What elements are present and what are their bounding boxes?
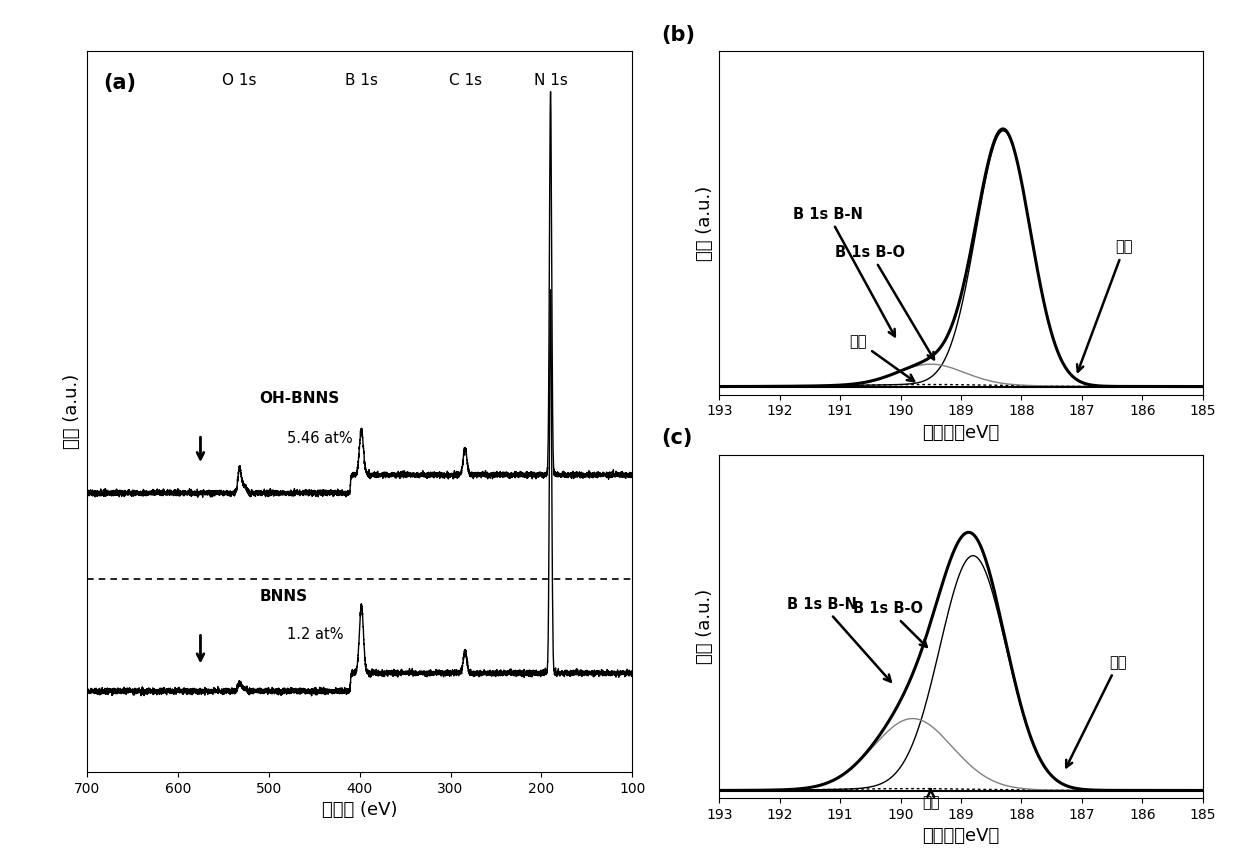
Text: (b): (b) xyxy=(661,25,696,45)
Text: BNNS: BNNS xyxy=(259,589,308,604)
Text: N 1s: N 1s xyxy=(533,73,568,88)
Text: 背景: 背景 xyxy=(923,789,940,810)
Y-axis label: 强度 (a.u.): 强度 (a.u.) xyxy=(696,185,714,261)
Text: B 1s B-N: B 1s B-N xyxy=(787,596,890,682)
Text: 背景: 背景 xyxy=(849,334,914,381)
Text: 拟合: 拟合 xyxy=(1078,239,1133,372)
X-axis label: 结合能（eV）: 结合能（eV） xyxy=(923,424,999,442)
Text: B 1s B-O: B 1s B-O xyxy=(836,245,934,360)
Text: C 1s: C 1s xyxy=(449,73,481,88)
X-axis label: 结合能 (eV): 结合能 (eV) xyxy=(322,801,397,819)
Text: B 1s B-O: B 1s B-O xyxy=(853,601,926,647)
Text: B 1s: B 1s xyxy=(345,73,378,88)
X-axis label: 结合能（eV）: 结合能（eV） xyxy=(923,827,999,845)
Text: B 1s B-N: B 1s B-N xyxy=(794,207,895,336)
Text: 拟合: 拟合 xyxy=(1066,655,1127,767)
Text: OH-BNNS: OH-BNNS xyxy=(259,391,340,406)
Text: 5.46 at%: 5.46 at% xyxy=(286,432,352,446)
Text: (c): (c) xyxy=(661,428,693,448)
Y-axis label: 强度 (a.u.): 强度 (a.u.) xyxy=(63,374,82,450)
Text: O 1s: O 1s xyxy=(222,73,257,88)
Text: (a): (a) xyxy=(103,73,136,94)
Text: 1.2 at%: 1.2 at% xyxy=(286,627,343,643)
Y-axis label: 强度 (a.u.): 强度 (a.u.) xyxy=(696,589,714,664)
